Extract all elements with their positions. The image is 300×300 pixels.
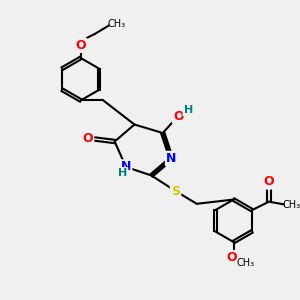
Text: O: O xyxy=(75,39,86,52)
Text: N: N xyxy=(121,160,131,173)
Text: CH₃: CH₃ xyxy=(107,19,125,29)
Text: H: H xyxy=(118,168,127,178)
Text: O: O xyxy=(227,251,238,264)
Text: N: N xyxy=(166,152,176,165)
Text: O: O xyxy=(264,176,274,188)
Text: CH₃: CH₃ xyxy=(236,258,254,268)
Text: S: S xyxy=(171,184,180,198)
Text: O: O xyxy=(173,110,184,122)
Text: H: H xyxy=(184,105,193,116)
Text: CH₃: CH₃ xyxy=(283,200,300,209)
Text: O: O xyxy=(82,132,93,145)
